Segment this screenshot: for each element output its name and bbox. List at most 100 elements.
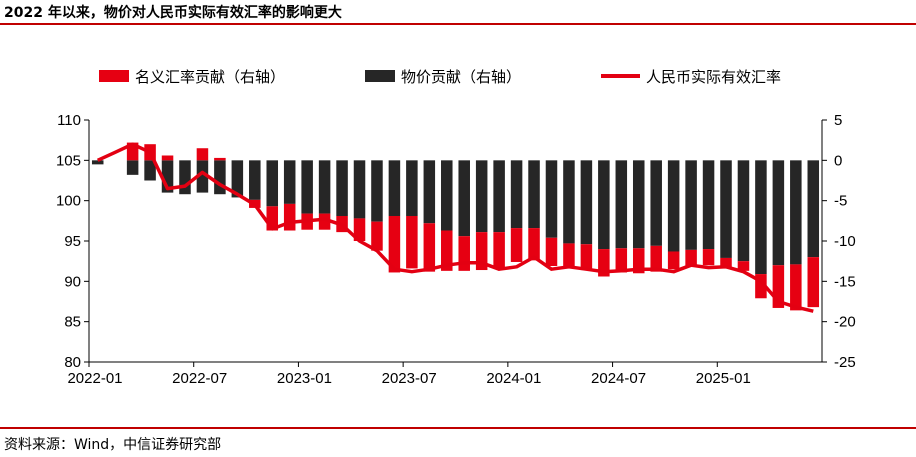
price-bar (510, 160, 523, 229)
y-right-tick-label: 5 (834, 112, 842, 129)
price-bar (632, 160, 645, 249)
price-bar (126, 160, 139, 175)
nominal-bar (441, 230, 453, 271)
y-right-tick-label: 0 (834, 152, 842, 169)
price-bar (336, 160, 348, 216)
bars (91, 142, 820, 311)
chart-title: 2022 年以来，物价对人民币实际有效汇率的影响更大 (4, 5, 342, 21)
price-bar (301, 160, 313, 214)
price-bar (772, 160, 785, 266)
price-bar (475, 160, 488, 233)
price-bar (755, 160, 767, 275)
price-bar (720, 160, 732, 258)
nominal-bar (353, 218, 366, 241)
nominal-bar (598, 249, 610, 277)
nominal-bar (475, 232, 488, 271)
title-divider (0, 23, 916, 25)
nominal-bar (807, 257, 820, 308)
x-tick-label: 2022-01 (67, 370, 122, 387)
price-bar (423, 160, 436, 224)
price-bar (249, 160, 261, 200)
nominal-bar (720, 257, 732, 269)
price-bar (231, 160, 244, 198)
price-bar (179, 160, 191, 195)
price-bar (458, 160, 470, 237)
x-tick-label: 2023-07 (382, 370, 437, 387)
nominal-bar (737, 261, 750, 271)
y-left-tick-label: 95 (64, 233, 81, 250)
nominal-bar (580, 244, 593, 271)
legend-label-price: 物价贡献（右轴） (401, 68, 521, 86)
nominal-bar (632, 248, 645, 274)
x-tick-label: 2022-07 (172, 370, 227, 387)
x-tick-label: 2024-07 (591, 370, 646, 387)
nominal-bar (283, 203, 296, 231)
nominal-bar (667, 251, 680, 270)
price-bar (790, 160, 802, 265)
chart: 名义汇率贡献（右轴） 物价贡献（右轴） 人民币实际有效汇率 80 85 90 95 10… (56, 68, 856, 387)
y-left-tick-label: 110 (57, 112, 81, 129)
y-left-tick-label: 85 (64, 314, 81, 331)
price-bar (441, 160, 453, 231)
price-bar (545, 160, 558, 238)
price-bar (161, 160, 174, 193)
nominal-bar (510, 228, 523, 262)
y-right-tick-label: -20 (834, 314, 856, 331)
price-bar (737, 160, 750, 262)
legend-label-reer: 人民币实际有效汇率 (646, 68, 781, 86)
price-bar (580, 160, 593, 245)
price-bar (283, 160, 296, 204)
nominal-bar (371, 221, 383, 251)
reer-line (96, 142, 814, 313)
y-left-tick-label: 90 (64, 273, 81, 290)
y-right-tick-label: -25 (834, 354, 856, 371)
price-bar (563, 160, 575, 244)
nominal-bar (615, 248, 628, 273)
nominal-bar (528, 228, 540, 261)
nominal-bar (650, 245, 662, 272)
y-right-tick-label: -10 (834, 233, 856, 250)
nominal-bar (772, 265, 785, 308)
price-bar (353, 160, 366, 219)
price-bar (318, 160, 331, 214)
nominal-bar (196, 148, 209, 161)
nominal-bar (755, 274, 767, 299)
price-bar (615, 160, 628, 249)
nominal-bar (388, 215, 401, 273)
nominal-bar (493, 232, 505, 269)
price-bar (196, 160, 209, 193)
x-tick-label: 2023-01 (277, 370, 332, 387)
legend-swatch-nominal (99, 70, 129, 82)
nominal-bar (318, 213, 331, 230)
y-right-tick-label: -15 (834, 273, 856, 290)
nominal-bar (458, 236, 470, 271)
axes: 80 85 90 95 100 105 110 -25 -20 -15 -10 -5 0 5 2022-01… (56, 112, 856, 387)
nominal-bar (161, 155, 174, 161)
x-tick-label: 2024-01 (486, 370, 541, 387)
source-note: 资料来源：Wind，中信证券研究部 (4, 437, 222, 453)
price-bar (91, 160, 104, 165)
nominal-bar (685, 249, 697, 267)
price-bar (406, 160, 418, 216)
nominal-bar (702, 249, 715, 266)
footer-divider (0, 427, 916, 429)
price-bar (667, 160, 680, 252)
price-bar (598, 160, 610, 250)
legend: 名义汇率贡献（右轴） 物价贡献（右轴） 人民币实际有效汇率 (99, 68, 781, 86)
nominal-bar (214, 157, 226, 161)
y-left-tick-label: 80 (64, 354, 81, 371)
price-bar (214, 160, 226, 195)
x-tick-label: 2025-01 (696, 370, 751, 387)
price-bar (528, 160, 540, 229)
price-bar (807, 160, 820, 258)
price-bar (493, 160, 505, 233)
price-bar (371, 160, 383, 222)
price-bar (388, 160, 401, 216)
nominal-bar (563, 243, 575, 268)
price-bar (702, 160, 715, 250)
legend-label-nominal: 名义汇率贡献（右轴） (135, 68, 285, 86)
legend-swatch-price (365, 70, 395, 82)
price-bar (266, 160, 279, 207)
nominal-bar (406, 215, 418, 269)
y-left-tick-label: 100 (56, 193, 81, 210)
